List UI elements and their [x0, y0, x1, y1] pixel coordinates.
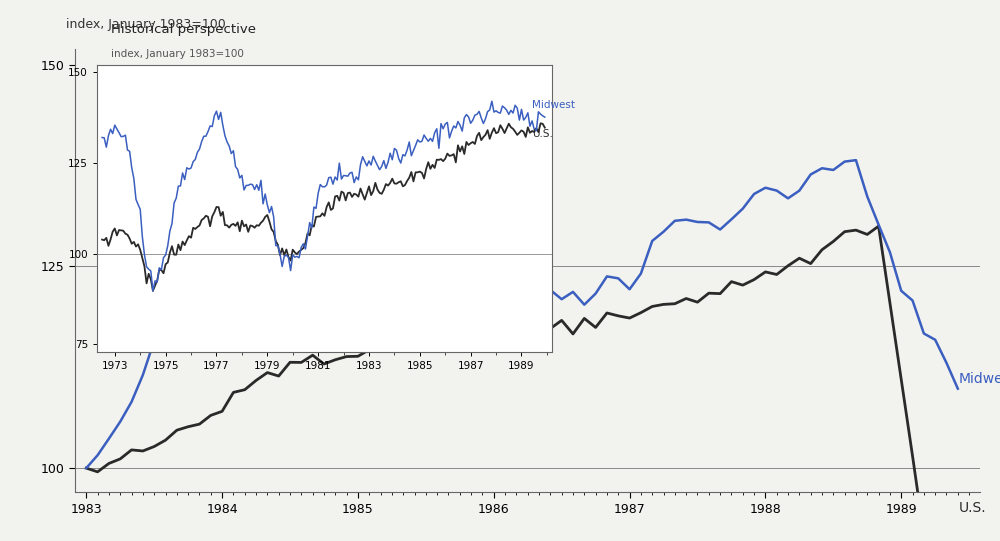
Text: Historical perspective: Historical perspective	[111, 23, 256, 36]
Text: Midwest: Midwest	[958, 372, 1000, 386]
Text: index, January 1983=100: index, January 1983=100	[111, 49, 244, 59]
Text: U.S.: U.S.	[958, 502, 986, 516]
Text: U.S.: U.S.	[532, 129, 553, 139]
Text: index, January 1983=100: index, January 1983=100	[66, 18, 226, 31]
Text: Midwest: Midwest	[532, 100, 575, 110]
